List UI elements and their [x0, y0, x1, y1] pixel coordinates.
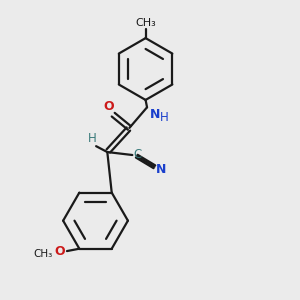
- Text: H: H: [160, 111, 169, 124]
- Text: N: N: [149, 108, 160, 121]
- Text: O: O: [55, 244, 65, 258]
- Text: CH₃: CH₃: [33, 249, 52, 259]
- Text: O: O: [103, 100, 114, 113]
- Text: C: C: [134, 148, 142, 161]
- Text: N: N: [156, 163, 166, 176]
- Text: H: H: [88, 132, 97, 145]
- Text: CH₃: CH₃: [135, 18, 156, 28]
